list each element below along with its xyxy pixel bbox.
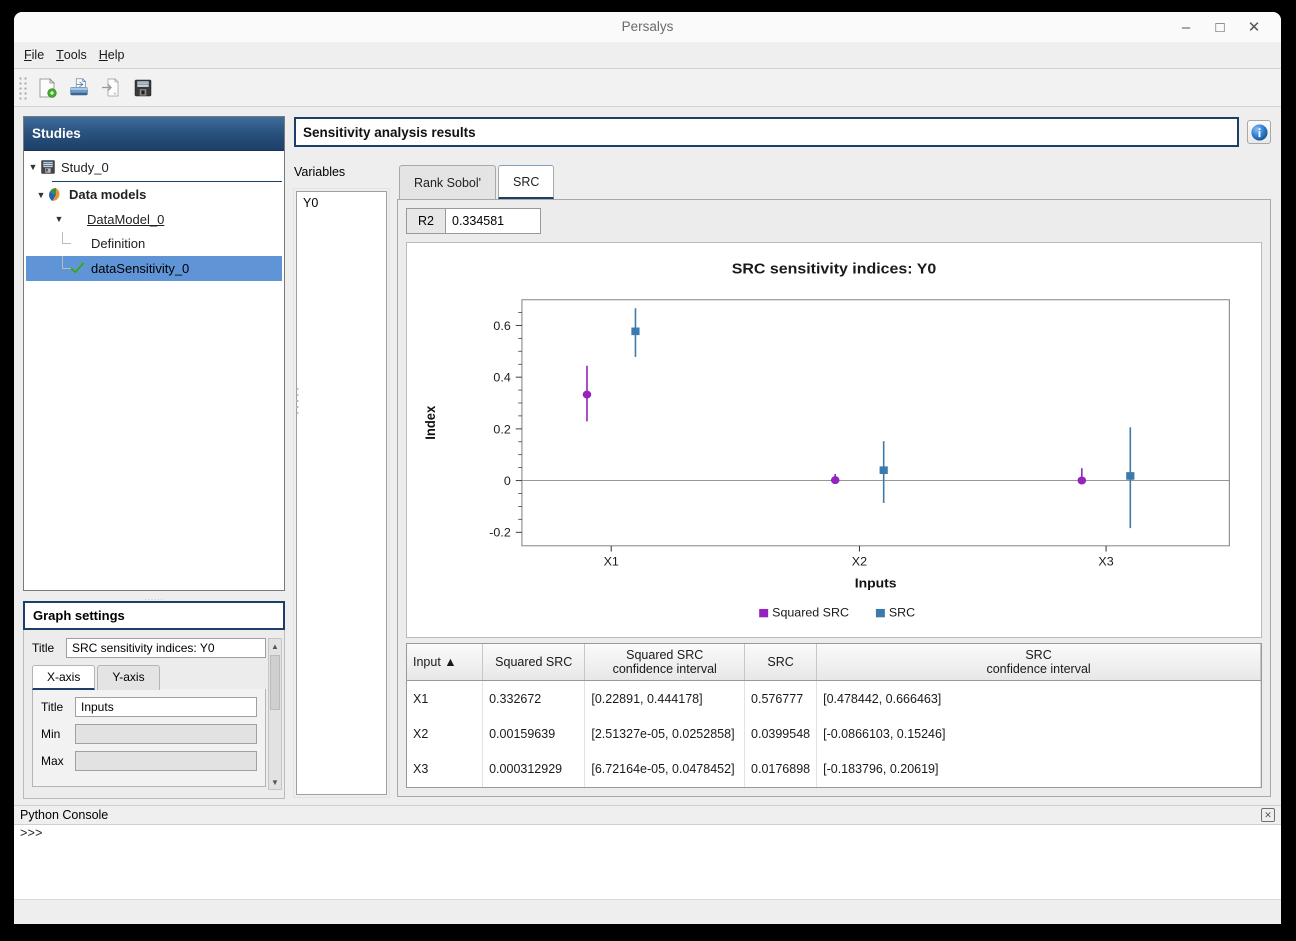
svg-text:X3: X3	[1098, 555, 1114, 568]
svg-text:Index: Index	[423, 405, 439, 439]
svg-text:X1: X1	[604, 555, 620, 568]
svg-text:X2: X2	[852, 555, 868, 568]
svg-text:0: 0	[504, 474, 511, 487]
svg-text:-0.2: -0.2	[489, 526, 511, 539]
svg-text:SRC sensitivity indices: Y0: SRC sensitivity indices: Y0	[732, 261, 936, 277]
svg-text:0.2: 0.2	[493, 423, 511, 436]
svg-text:Inputs: Inputs	[855, 576, 897, 590]
svg-text:Squared SRC: Squared SRC	[772, 606, 849, 619]
svg-text:0.6: 0.6	[493, 319, 511, 332]
svg-text:0.4: 0.4	[493, 371, 511, 384]
svg-text:SRC: SRC	[889, 606, 916, 619]
